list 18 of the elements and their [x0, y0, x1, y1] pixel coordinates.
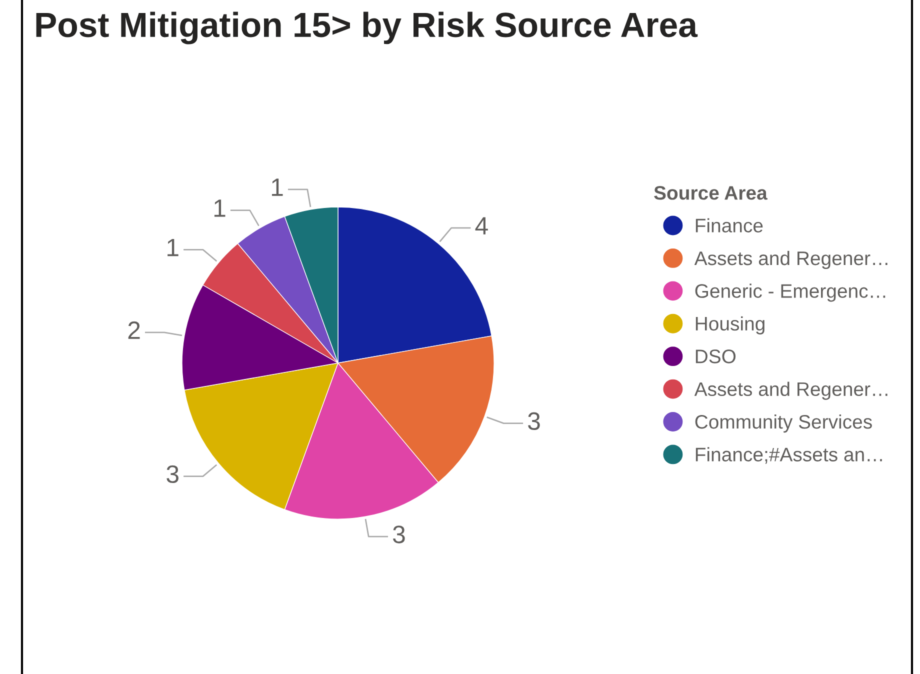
data-label: 3	[528, 412, 540, 430]
legend-label: Generic - Emergenc…	[695, 284, 886, 302]
data-label: 3	[166, 465, 178, 484]
legend-label: Assets and Regener…	[694, 382, 888, 400]
data-label: 1	[272, 178, 283, 196]
data-label: 3	[392, 526, 405, 544]
data-label: 2	[128, 321, 140, 339]
legend-label: Finance;#Assets an…	[696, 447, 882, 464]
legend-label: DSO	[696, 350, 736, 364]
legend-label: Community Services	[695, 414, 872, 433]
data-label: 1	[214, 200, 226, 217]
legend-label: Assets and Regener…	[694, 250, 888, 270]
legend-title: Source Area	[654, 186, 768, 200]
chart-title: Post Mitigation 15> by Risk Source Area	[36, 12, 698, 44]
legend-label: Finance	[696, 218, 763, 232]
data-label: 4	[475, 217, 488, 234]
legend-label: Housing	[696, 316, 764, 334]
data-label: 1	[168, 238, 178, 256]
